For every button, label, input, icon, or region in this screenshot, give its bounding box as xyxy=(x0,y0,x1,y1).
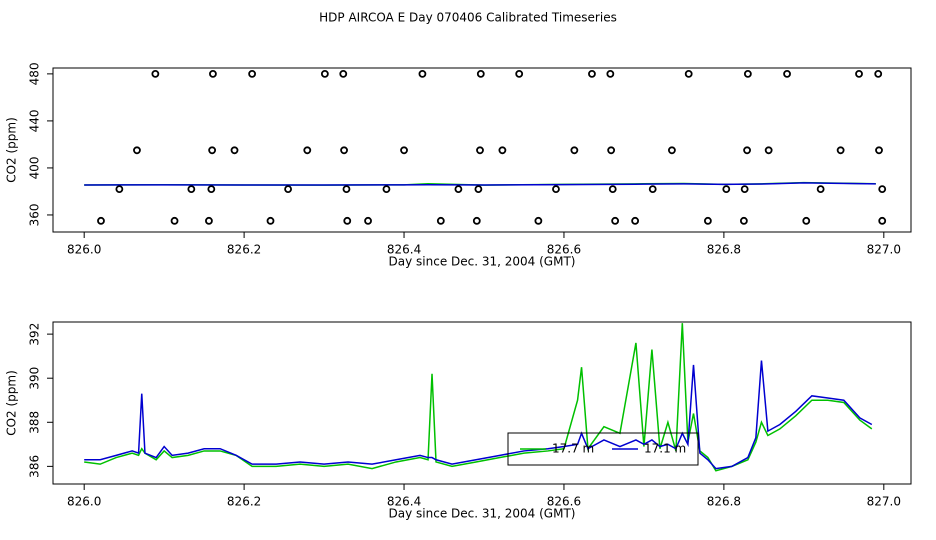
point xyxy=(400,146,408,155)
x-axis-label: Day since Dec. 31, 2004 (GMT) xyxy=(389,255,576,269)
point xyxy=(878,185,887,193)
point xyxy=(208,146,217,155)
point xyxy=(476,146,484,155)
x-tick-label: 826.8 xyxy=(707,495,741,509)
y-tick-label: 480 xyxy=(28,62,42,85)
plot-area xyxy=(84,69,887,225)
x-tick-label: 826.8 xyxy=(707,243,741,257)
point xyxy=(668,146,676,155)
point xyxy=(454,185,463,193)
point xyxy=(874,69,883,78)
point xyxy=(608,185,617,193)
point xyxy=(739,216,748,225)
point xyxy=(607,146,616,155)
point xyxy=(631,216,640,225)
point xyxy=(230,146,239,155)
series-line xyxy=(84,360,873,470)
point xyxy=(816,185,825,193)
point xyxy=(743,69,752,78)
y-tick-label: 386 xyxy=(28,455,42,478)
point xyxy=(187,185,196,193)
y-tick-label: 388 xyxy=(28,411,42,434)
y-tick-label: 400 xyxy=(28,156,42,179)
point xyxy=(436,216,445,225)
point xyxy=(474,185,483,193)
legend-label: 17.7 m xyxy=(552,442,594,456)
point xyxy=(320,69,329,78)
point xyxy=(472,216,481,225)
point xyxy=(342,185,351,193)
point xyxy=(284,185,292,193)
point xyxy=(783,69,791,78)
point xyxy=(205,216,213,225)
y-tick-label: 440 xyxy=(28,109,42,132)
x-tick-label: 826.0 xyxy=(67,495,101,509)
point xyxy=(343,216,352,225)
point xyxy=(743,146,751,155)
y-axis-label: CO2 (ppm) xyxy=(5,370,19,436)
point xyxy=(339,69,348,78)
legend-box xyxy=(507,432,699,466)
y-tick-label: 390 xyxy=(28,367,42,390)
point xyxy=(648,185,657,193)
legend-label: 17.1 m xyxy=(644,442,686,456)
point xyxy=(115,185,124,193)
point xyxy=(382,185,391,193)
x-tick-label: 827.0 xyxy=(867,495,901,509)
point xyxy=(855,69,863,78)
point xyxy=(552,185,560,193)
y-tick-label: 360 xyxy=(28,204,42,227)
x-tick-label: 826.4 xyxy=(387,495,421,509)
legend: 17.7 m 17.1 m xyxy=(507,432,699,466)
series-line xyxy=(84,182,876,186)
point xyxy=(534,216,543,225)
point xyxy=(303,146,312,155)
point xyxy=(97,216,105,225)
point xyxy=(340,146,348,155)
point xyxy=(498,146,507,155)
point xyxy=(588,69,596,78)
x-tick-label: 826.6 xyxy=(547,243,581,257)
point xyxy=(266,216,275,225)
point xyxy=(364,216,372,225)
point xyxy=(611,216,620,225)
y-axis-label: CO2 (ppm) xyxy=(5,117,19,183)
point xyxy=(570,146,579,155)
point xyxy=(207,185,216,193)
point xyxy=(684,69,693,78)
point xyxy=(209,69,217,78)
point xyxy=(133,146,141,155)
x-tick-label: 827.0 xyxy=(867,243,901,257)
series-line xyxy=(84,323,873,472)
x-tick-label: 826.0 xyxy=(67,243,101,257)
point xyxy=(878,216,887,225)
point xyxy=(722,185,731,193)
x-axis-label: Day since Dec. 31, 2004 (GMT) xyxy=(389,507,576,521)
figure-title: HDP AIRCOA E Day 070406 Calibrated Times… xyxy=(319,11,617,25)
point xyxy=(170,216,179,225)
point xyxy=(248,69,257,78)
point xyxy=(703,216,712,225)
point xyxy=(476,69,485,78)
x-tick-label: 826.4 xyxy=(387,243,421,257)
point xyxy=(515,69,524,78)
point xyxy=(875,146,883,155)
plot-area xyxy=(84,323,873,472)
plot-frame xyxy=(52,67,912,233)
point xyxy=(418,69,427,78)
point xyxy=(740,185,749,193)
point xyxy=(151,69,160,78)
point xyxy=(836,146,845,155)
x-tick-label: 826.2 xyxy=(227,495,261,509)
x-tick-label: 826.2 xyxy=(227,243,261,257)
x-tick-label: 826.6 xyxy=(547,495,581,509)
y-tick-label: 392 xyxy=(28,323,42,346)
point xyxy=(802,216,811,225)
plot-frame xyxy=(52,321,912,485)
point xyxy=(764,146,773,155)
point xyxy=(606,69,615,78)
